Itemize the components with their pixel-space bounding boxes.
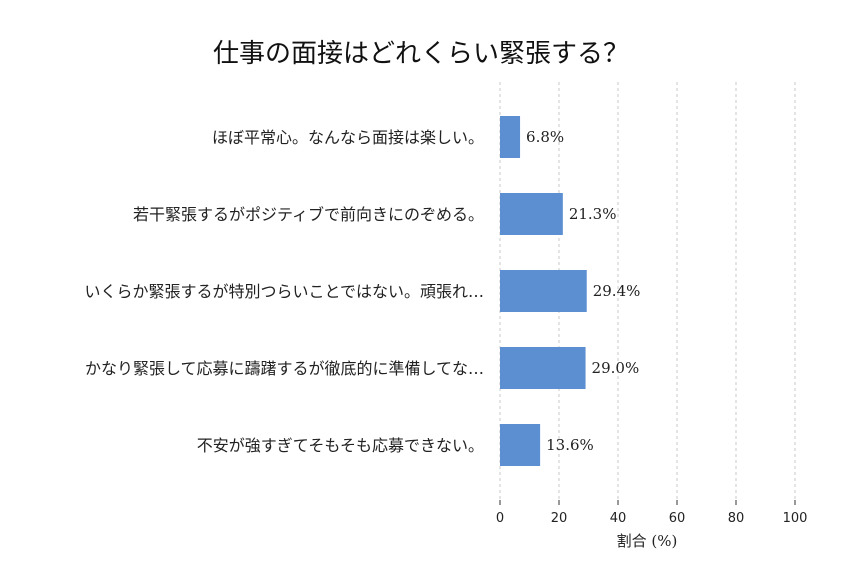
bar <box>500 347 586 389</box>
x-axis-label: 割合 (%) <box>617 532 678 550</box>
category-label: 若干緊張するがポジティブで前向きにのぞめる。 <box>133 205 484 224</box>
value-label: 13.6% <box>546 436 594 454</box>
value-labels: 6.8% 21.3% 29.4% 29.0% 13.6% <box>526 128 640 454</box>
bar <box>500 193 563 235</box>
value-label: 21.3% <box>569 205 617 223</box>
category-label: 不安が強すぎてそもそも応募できない。 <box>197 436 484 455</box>
value-label: 6.8% <box>526 128 564 146</box>
category-labels: ほぼ平常心。なんなら面接は楽しい。若干緊張するがポジティブで前向きにのぞめる。い… <box>84 128 484 455</box>
value-label: 29.0% <box>592 359 640 377</box>
bar <box>500 424 541 466</box>
x-tick-label: 80 <box>728 511 745 526</box>
bars <box>500 116 587 466</box>
category-label: ほぼ平常心。なんなら面接は楽しい。 <box>212 128 484 147</box>
x-tick-label: 40 <box>610 511 627 526</box>
category-label: かなり緊張して応募に躊躇するが徹底的に準備してな… <box>85 359 484 378</box>
value-label: 29.4% <box>593 282 641 300</box>
chart-title: 仕事の面接はどれくらい緊張する？ <box>213 39 629 69</box>
x-tick-label: 0 <box>496 511 504 526</box>
x-axis-ticks: 0 20 40 60 80 100 <box>496 500 808 526</box>
bar <box>500 270 587 312</box>
x-tick-label: 100 <box>783 511 808 526</box>
x-tick-label: 60 <box>669 511 686 526</box>
bar <box>500 116 521 158</box>
category-label: いくらか緊張するが特別つらいことではない。頑張れ… <box>84 282 484 301</box>
x-tick-label: 20 <box>551 511 568 526</box>
